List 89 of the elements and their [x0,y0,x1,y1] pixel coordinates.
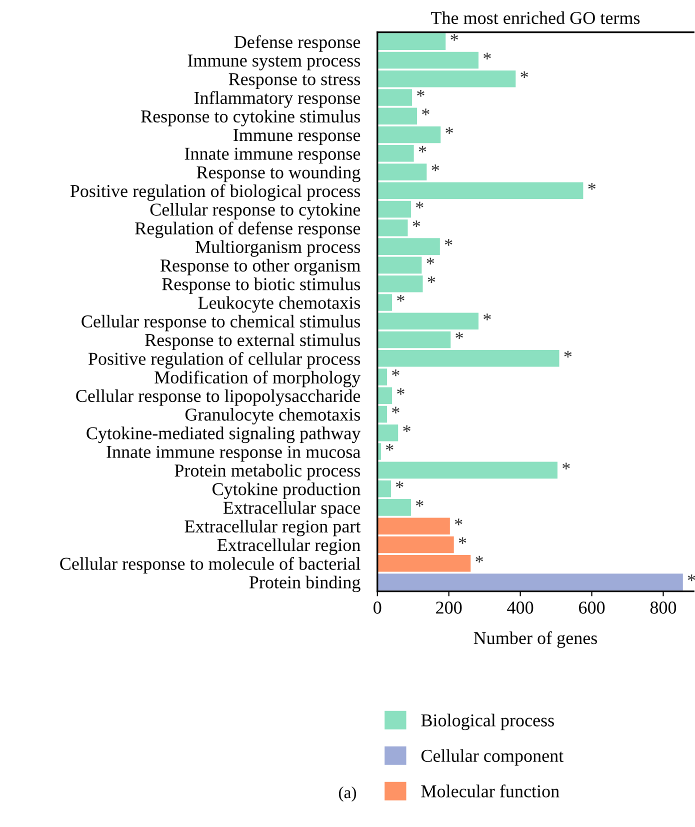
data-label: * [484,314,491,320]
y-tick-label: Response to wounding [196,166,360,182]
data-label: * [450,34,458,41]
bar [377,518,450,534]
data-label: * [392,406,400,414]
text: (a) [338,786,356,802]
y-tick-label: Positive regulation of biological process [70,184,360,201]
bar [377,480,391,498]
y-tick-label: Extracellular region part [184,520,361,536]
bar [377,200,411,218]
y-tick-label: Cellular response to chemical stimulus [82,314,360,332]
y-tick-label: Response to biotic stimulus [162,278,360,294]
bar [377,52,479,69]
y-tick-label: Extracellular space [223,501,360,518]
bar [377,70,516,88]
data-label: * [412,220,420,228]
x-tick-label: 400 [507,602,534,614]
data-label: * [444,239,452,246]
data-label: * [418,146,426,153]
y-tick-label: Response to cytokine stimulus [141,110,360,126]
data-label: * [397,294,404,302]
legend-label: Cellular component [421,749,564,766]
data-label: * [456,332,463,339]
data-label: * [426,258,434,264]
data-label: * [484,52,491,60]
data-label: * [520,71,528,78]
data-label: * [392,370,400,376]
data-label: * [416,202,424,208]
chart-title: The most enriched GO terms [431,11,640,24]
y-tick-label: Multiorganism process [196,240,360,257]
data-label: * [396,481,404,488]
y-tick-label: Cellular response to molecule of bacterial [60,556,360,574]
y-tick-label: Innate immune response [184,148,360,164]
y-tick-label: Response to external stimulus [145,333,360,350]
data-label: * [416,500,424,507]
data-label: * [458,537,466,544]
y-tick-label: Regulation of defense response [135,222,360,238]
x-tick-label: 200 [436,602,462,614]
x-tick-label: 600 [579,602,605,614]
data-label: * [476,556,483,562]
x-tick-label: 0 [374,602,382,614]
data-label: * [562,462,570,470]
y-tick-label: Granulocyte chemotaxis [185,408,360,424]
legend-label: Molecular function [421,784,560,798]
y-tick-label: Immune system process [188,54,360,70]
data-label: * [428,276,436,283]
bar [377,406,388,423]
data-label: * [403,425,410,432]
y-tick-label: Cytokine-mediated signaling pathway [86,426,361,444]
y-tick-label: Immune response [234,129,360,145]
x-tick-label: 800 [650,602,676,614]
data-label: * [432,164,440,172]
y-tick-label: Leukocyte chemotaxis [198,296,360,313]
bar [377,499,411,516]
bar [377,275,423,292]
data-label: * [417,90,424,97]
data-label: * [446,127,453,134]
data-label: * [588,183,596,190]
bar [377,574,683,590]
bar [377,331,451,348]
y-tick-label: Response to stress [228,73,360,89]
data-label: * [688,574,695,582]
data-label: * [397,388,404,395]
y-tick-label: Cellular response to lipopolysaccharide [76,389,360,406]
bar [377,182,584,200]
y-tick-label: Response to other organism [160,258,360,276]
data-label: * [386,444,394,451]
bar [377,554,471,572]
y-tick-label: Protein metabolic process [174,464,360,480]
y-tick-label: Innate immune response in mucosa [106,446,360,462]
y-tick-label: Extracellular region [217,538,360,555]
x-axis-title: Number of genes [474,631,598,648]
y-tick-label: Inflammatory response [194,91,360,108]
y-tick-label: Cytokine production [212,482,360,499]
y-tick-label: Protein binding [249,576,360,592]
y-tick-label: Defense response [234,35,360,52]
bar [377,33,446,50]
bar [377,462,558,479]
bar [377,126,441,144]
y-tick-label: Modification of morphology [154,370,361,388]
bar [377,387,392,404]
y-tick-label: Positive regulation of cellular process [88,352,360,369]
legend-label: Biological process [421,714,554,730]
data-label: * [564,350,572,358]
data-label: * [422,108,430,116]
data-label: * [454,518,462,526]
bar [377,536,454,554]
bar [377,256,422,274]
y-tick-label: Cellular response to cytokine [150,203,360,220]
